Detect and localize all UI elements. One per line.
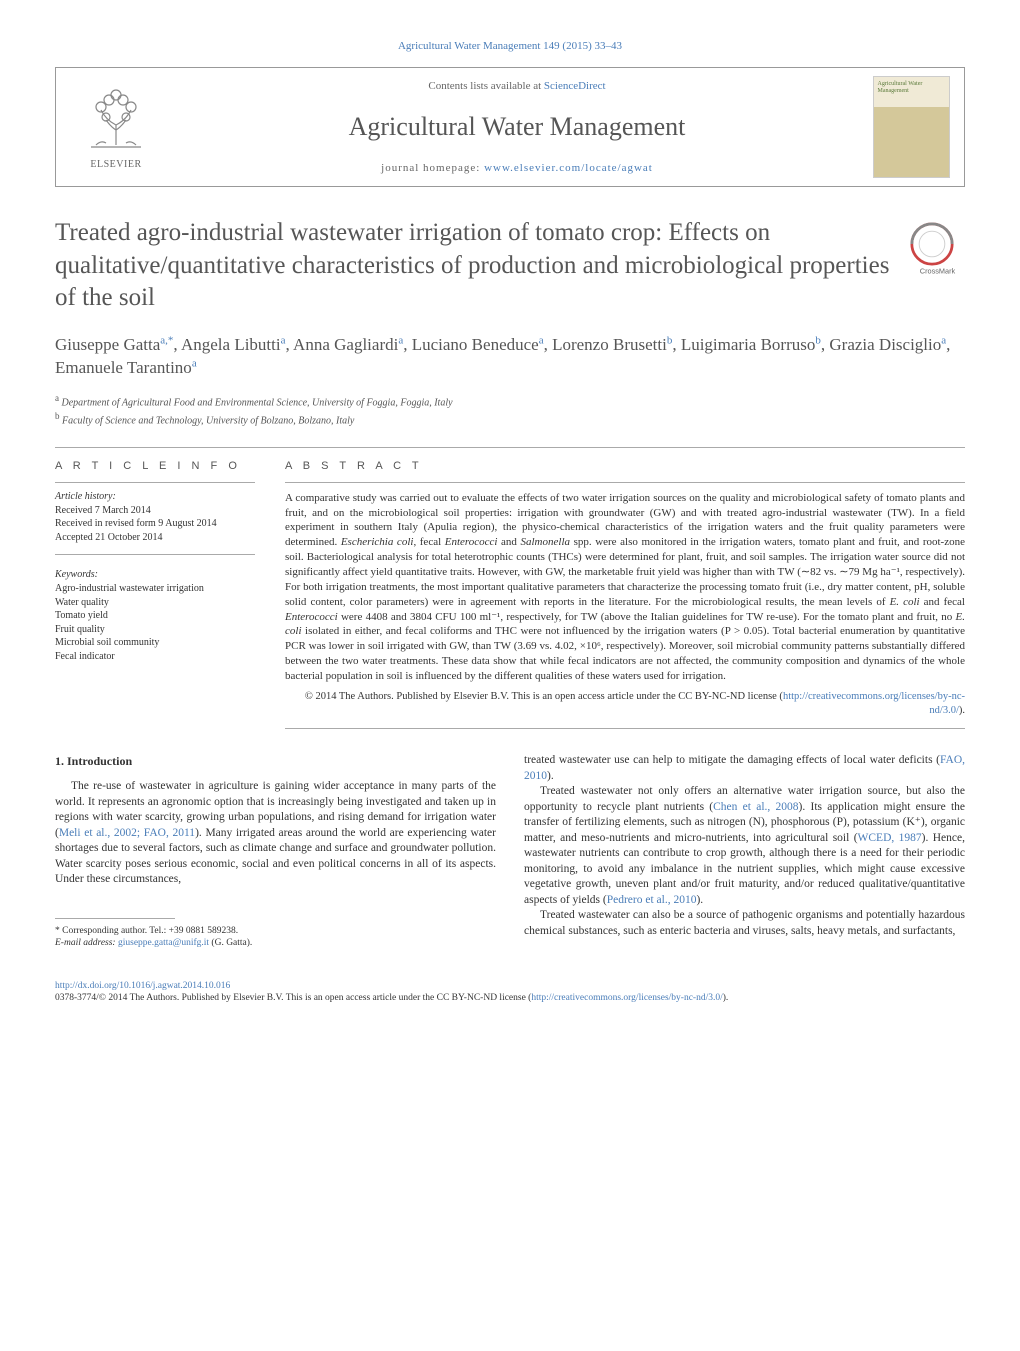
section-rule (55, 447, 965, 448)
body-columns: 1. Introduction The re-use of wastewater… (55, 753, 965, 949)
keywords-label: Keywords: (55, 569, 255, 580)
cover-title: Agricultural Water Management (878, 81, 949, 94)
history-label: Article history: (55, 491, 255, 502)
crossmark-badge[interactable]: CrossMark (910, 222, 965, 282)
col2-p2: Treated wastewater not only offers an al… (524, 784, 965, 908)
email-suffix: (G. Gatta). (209, 938, 252, 948)
journal-cover: Agricultural Water Management (858, 68, 964, 186)
contents-prefix: Contents lists available at (428, 80, 543, 92)
info-rule-2 (55, 554, 255, 555)
keyword: Tomato yield (55, 609, 255, 623)
footer-license-link[interactable]: http://creativecommons.org/licenses/by-n… (531, 993, 722, 1003)
intro-heading: 1. Introduction (55, 753, 496, 769)
right-column: treated wastewater use can help to mitig… (524, 753, 965, 949)
journal-name: Agricultural Water Management (186, 112, 848, 142)
license-close: ). (723, 993, 729, 1003)
license-text: 0378-3774/© 2014 The Authors. Published … (55, 993, 531, 1003)
email-label: E-mail address: (55, 938, 118, 948)
abstract-heading: A B S T R A C T (285, 460, 965, 472)
footer-license: 0378-3774/© 2014 The Authors. Published … (55, 992, 965, 1004)
article-info-heading: A R T I C L E I N F O (55, 460, 255, 472)
contents-list-line: Contents lists available at ScienceDirec… (186, 80, 848, 92)
c2p1-a: treated wastewater use can help to mitig… (524, 754, 940, 766)
keyword: Agro-industrial wastewater irrigation (55, 582, 255, 596)
history-line: Received in revised form 9 August 2014 (55, 517, 255, 531)
elsevier-logo: ELSEVIER (56, 68, 176, 186)
history-line: Received 7 March 2014 (55, 504, 255, 518)
elsevier-label: ELSEVIER (90, 159, 141, 170)
top-citation: Agricultural Water Management 149 (2015)… (55, 40, 965, 52)
copyright-line: © 2014 The Authors. Published by Elsevie… (285, 690, 965, 718)
email-footnote: E-mail address: giuseppe.gatta@unifg.it … (55, 937, 496, 949)
authors: Giuseppe Gattaa,*, Angela Libuttia, Anna… (55, 333, 965, 381)
ref-meli-fao[interactable]: Meli et al., 2002; FAO, 2011 (59, 827, 195, 839)
footer-info: http://dx.doi.org/10.1016/j.agwat.2014.1… (55, 980, 965, 1005)
col2-p1: treated wastewater use can help to mitig… (524, 753, 965, 784)
doi-link[interactable]: http://dx.doi.org/10.1016/j.agwat.2014.1… (55, 981, 230, 991)
abstract-bottom-rule (285, 728, 965, 729)
footnote-rule (55, 918, 175, 919)
history-line: Accepted 21 October 2014 (55, 531, 255, 545)
cover-thumbnail: Agricultural Water Management (873, 76, 950, 178)
info-rule (55, 482, 255, 483)
corresponding-footnote: * Corresponding author. Tel.: +39 0881 5… (55, 925, 496, 937)
keyword: Microbial soil community (55, 636, 255, 650)
keyword: Fecal indicator (55, 650, 255, 664)
abstract: A B S T R A C T A comparative study was … (285, 460, 965, 729)
c2p2-d: ). (696, 894, 703, 906)
ref-wced1987[interactable]: WCED, 1987 (858, 832, 922, 844)
crossmark-icon: CrossMark (910, 222, 965, 277)
keyword: Fruit quality (55, 623, 255, 637)
copyright-text: © 2014 The Authors. Published by Elsevie… (305, 691, 783, 702)
c2p1-b: ). (547, 770, 554, 782)
ref-chen2008[interactable]: Chen et al., 2008 (713, 801, 798, 813)
sciencedirect-link[interactable]: ScienceDirect (544, 80, 606, 92)
email-link[interactable]: giuseppe.gatta@unifg.it (118, 938, 209, 948)
affiliations: a Department of Agricultural Food and En… (55, 392, 965, 429)
col2-p3: Treated wastewater can also be a source … (524, 908, 965, 939)
homepage-prefix: journal homepage: (381, 162, 484, 174)
keyword: Water quality (55, 596, 255, 610)
article-info: A R T I C L E I N F O Article history: R… (55, 460, 255, 729)
affiliation: a Department of Agricultural Food and En… (55, 392, 965, 410)
copyright-close: ). (959, 705, 965, 716)
intro-paragraph-1: The re-use of wastewater in agriculture … (55, 779, 496, 888)
license-link[interactable]: http://creativecommons.org/licenses/by-n… (783, 691, 965, 716)
elsevier-tree-icon (81, 85, 151, 155)
journal-header: ELSEVIER Contents lists available at Sci… (55, 67, 965, 187)
article-title: Treated agro-industrial wastewater irrig… (55, 217, 890, 315)
affiliation: b Faculty of Science and Technology, Uni… (55, 410, 965, 428)
abstract-rule (285, 482, 965, 483)
ref-pedrero2010[interactable]: Pedrero et al., 2010 (607, 894, 697, 906)
journal-homepage-line: journal homepage: www.elsevier.com/locat… (186, 162, 848, 174)
journal-homepage-link[interactable]: www.elsevier.com/locate/agwat (484, 162, 653, 174)
abstract-text: A comparative study was carried out to e… (285, 491, 965, 684)
svg-text:CrossMark: CrossMark (920, 266, 956, 275)
left-column: 1. Introduction The re-use of wastewater… (55, 753, 496, 949)
